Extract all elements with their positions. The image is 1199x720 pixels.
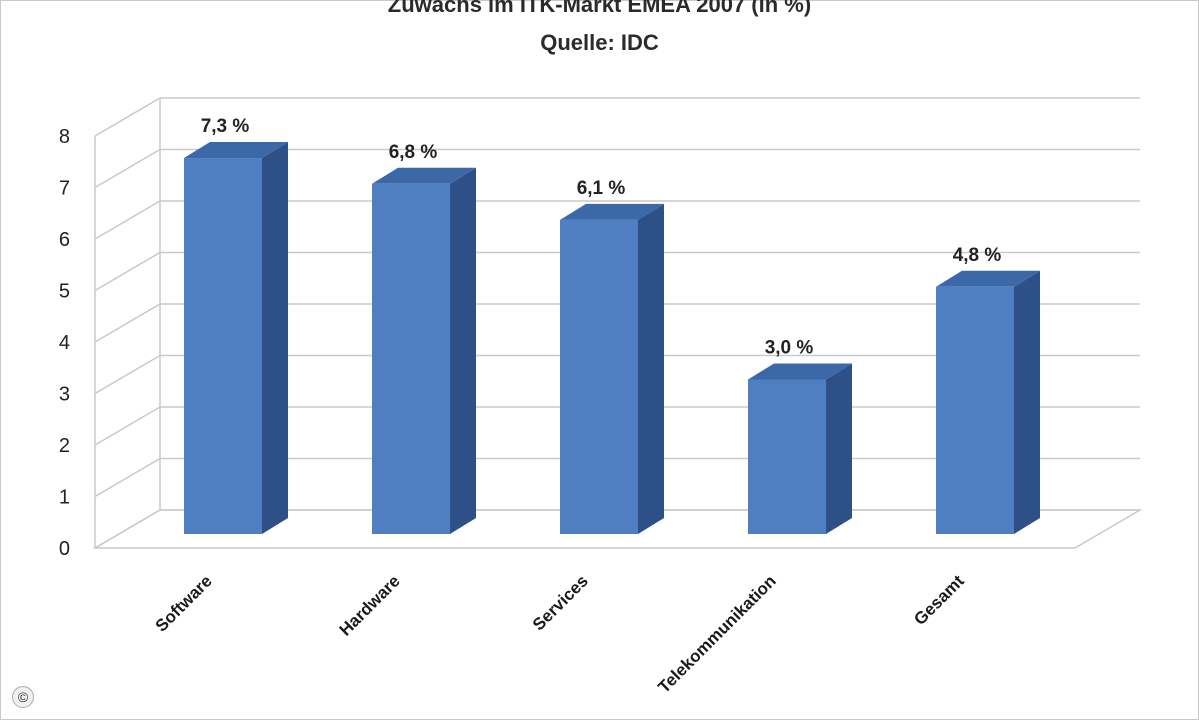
x-axis-labels: Software Hardware Services Telekommunikatio…: [152, 571, 968, 697]
bar: [184, 142, 288, 535]
bar: [748, 363, 852, 534]
gridline-side: [94, 354, 161, 395]
x-tick-label: Services: [529, 571, 592, 634]
bar-side: [450, 167, 476, 535]
bar-front: [184, 158, 262, 535]
bar-side: [262, 142, 288, 535]
gridline-side: [94, 509, 161, 549]
y-tick-label: 3: [59, 384, 70, 406]
y-tick-label: 5: [59, 281, 70, 303]
x-tick-label: Hardware: [336, 571, 404, 639]
gridline-side: [94, 200, 161, 240]
chart-title: Zuwachs im ITK-Markt EMEA 2007 (in %): [387, 0, 812, 17]
bar-top: [748, 363, 852, 380]
data-label: 6,1 %: [577, 178, 626, 199]
bar-top: [372, 167, 476, 184]
y-tick-label: 7: [59, 178, 70, 200]
bar-front: [936, 286, 1014, 534]
y-tick-label: 4: [59, 332, 70, 354]
y-tick-label: 1: [59, 487, 70, 509]
data-label: 4,8 %: [953, 245, 1002, 266]
bar-front: [560, 219, 638, 534]
data-label: 3,0 %: [765, 338, 814, 359]
gridline-side: [94, 251, 161, 292]
x-tick-label: Gesamt: [910, 571, 968, 629]
data-labels: 7,3 % 6,8 % 6,1 % 3,0 % 4,8 %: [201, 116, 1002, 358]
copyright-icon: ©: [12, 686, 34, 708]
bar-side: [638, 203, 664, 534]
y-tick-label: 0: [59, 538, 70, 560]
bar: [372, 167, 476, 535]
gridline-side: [94, 457, 161, 498]
y-tick-label: 8: [59, 126, 70, 148]
y-axis: 0 1 2 3 4 5 6 7 8: [59, 126, 70, 560]
data-label: 7,3 %: [201, 116, 250, 137]
bars: [184, 142, 1040, 535]
bar-top: [184, 142, 288, 159]
chart-subtitle: Quelle: IDC: [540, 30, 659, 55]
gridline-side: [94, 97, 161, 137]
bar-top: [560, 203, 664, 220]
bar: [560, 203, 664, 534]
gridline-side: [94, 148, 161, 189]
data-label: 6,8 %: [389, 142, 438, 163]
x-tick-label: Software: [152, 571, 216, 635]
gridline-side: [94, 406, 161, 446]
bar-side: [826, 363, 852, 534]
x-tick-label: Telekommunikation: [654, 571, 779, 696]
bar: [936, 270, 1040, 534]
bar-top: [936, 270, 1040, 287]
bar-front: [372, 183, 450, 535]
bar-front: [748, 379, 826, 534]
bar-side: [1014, 270, 1040, 534]
y-tick-label: 2: [59, 435, 70, 457]
y-tick-label: 6: [59, 229, 70, 251]
gridline-side: [94, 303, 161, 343]
